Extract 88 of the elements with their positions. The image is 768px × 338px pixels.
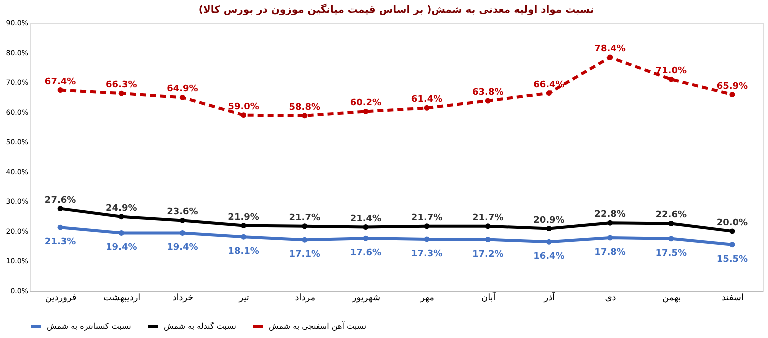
x-tick-label: فروردین: [45, 294, 77, 304]
data-label: 21.4%: [350, 214, 382, 224]
legend-label: نسبت آهن اسفنجی به شمش: [269, 320, 367, 331]
data-label: 21.3%: [44, 238, 76, 248]
point: [58, 224, 64, 230]
point: [118, 230, 124, 236]
data-label: 17.8%: [594, 248, 626, 258]
data-label: 20.0%: [716, 218, 748, 228]
point: [180, 95, 186, 100]
point: [730, 92, 736, 98]
point: [608, 220, 614, 226]
point: [302, 237, 308, 243]
data-label: 19.4%: [106, 243, 138, 254]
point: [302, 224, 308, 230]
data-label: 15.5%: [716, 254, 748, 265]
x-tick-label: مهر: [420, 294, 435, 304]
data-label: 17.3%: [411, 249, 443, 260]
x-tick-label: شهریور: [351, 294, 381, 304]
point: [668, 220, 674, 226]
x-tick-label: آذر: [543, 292, 556, 304]
chart-title: نسبت مواد اولیه معدنی به شمش( بر اساس قیمت میانگین موزون در بورس کالا): [198, 3, 594, 16]
data-label: 21.7%: [411, 213, 443, 224]
point: [608, 54, 614, 60]
legend-label: نسبت گندله به شمش: [164, 320, 236, 331]
data-label: 21.9%: [228, 212, 260, 223]
point: [118, 214, 124, 220]
data-label: 21.7%: [472, 213, 504, 224]
point: [730, 228, 736, 234]
point: [546, 226, 552, 232]
data-label: 61.4%: [411, 95, 443, 106]
data-label: 66.4%: [534, 80, 565, 90]
data-label: 63.8%: [472, 88, 504, 98]
data-label: 17.6%: [350, 248, 382, 259]
data-label: 78.4%: [594, 44, 626, 55]
x-tick-label: مرداد: [295, 294, 316, 304]
point: [241, 234, 247, 240]
point: [730, 242, 736, 248]
point: [668, 76, 674, 82]
data-label: 21.7%: [289, 213, 320, 224]
data-label: 22.6%: [656, 210, 687, 221]
point: [58, 88, 64, 94]
point: [424, 236, 430, 242]
point: [180, 218, 186, 224]
data-label: 23.6%: [167, 208, 198, 218]
data-label: 71.0%: [656, 66, 687, 77]
data-label: 59.0%: [228, 102, 260, 112]
point: [668, 236, 674, 242]
point: [241, 112, 247, 118]
data-label: 60.2%: [350, 98, 382, 109]
x-tick-label: تیر: [238, 294, 250, 304]
point: [363, 109, 369, 114]
data-label: 67.4%: [44, 77, 76, 88]
data-label: 16.4%: [534, 252, 565, 262]
point: [241, 223, 247, 229]
point: [485, 237, 491, 243]
data-label: 58.8%: [289, 102, 320, 113]
data-label: 65.9%: [716, 82, 748, 92]
point: [485, 98, 491, 104]
point: [363, 224, 369, 230]
x-tick-label: دی: [605, 294, 616, 304]
data-label: 17.1%: [289, 250, 320, 260]
data-label: 17.5%: [656, 248, 687, 259]
point: [118, 90, 124, 96]
data-label: 22.8%: [594, 210, 626, 220]
x-tick-label: اردیبهشت: [104, 294, 141, 304]
x-tick-label: بهمن: [662, 294, 682, 304]
data-label: 18.1%: [228, 247, 260, 258]
x-tick-label: اسفند: [722, 294, 744, 304]
point: [546, 239, 552, 245]
point: [485, 224, 491, 230]
data-label: 19.4%: [167, 243, 198, 254]
point: [180, 230, 186, 236]
data-label: 66.3%: [106, 80, 138, 91]
x-tick-label: خرداد: [172, 294, 194, 304]
data-label: 24.9%: [106, 204, 138, 214]
point: [424, 105, 430, 111]
data-label: 27.6%: [44, 196, 76, 206]
legend-label: نسبت کنسانتره به شمش: [47, 322, 132, 331]
point: [58, 206, 64, 212]
x-tick-label: آبان: [481, 292, 496, 304]
data-label: 17.2%: [472, 250, 504, 260]
point: [608, 235, 614, 241]
data-label: 20.9%: [534, 216, 565, 226]
point: [363, 236, 369, 242]
point: [302, 113, 308, 119]
point: [424, 224, 430, 230]
point: [546, 90, 552, 96]
data-label: 64.9%: [167, 84, 198, 95]
